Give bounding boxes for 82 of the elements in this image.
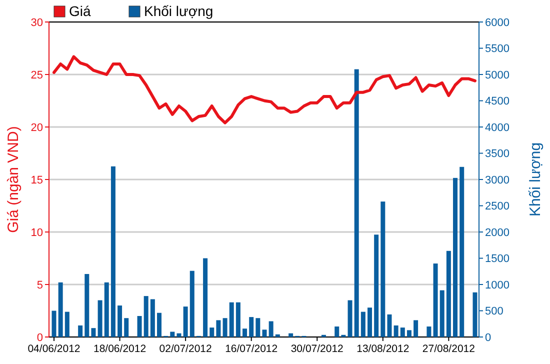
bar [110,166,116,337]
bar [124,318,129,337]
bar [183,306,188,337]
legend-label: Giá [69,3,91,19]
bar [210,328,214,337]
y2-tick-label: 6000 [485,16,510,29]
bar [52,310,56,337]
bar [144,296,148,337]
bar [150,299,155,337]
bar [446,250,451,337]
x-tick-label: 13/08/2012 [356,343,410,355]
bar [249,317,254,337]
bar [118,306,122,337]
bar [104,282,109,337]
y-tick-label: 25 [30,69,43,82]
bar [176,333,182,337]
y-tick-label: 10 [30,226,43,239]
bar [256,318,260,337]
bar [58,282,63,337]
bar [380,202,386,337]
bar [374,234,379,337]
y-tick-label: 30 [30,16,43,29]
y2-tick-label: 1000 [485,279,510,292]
y2-tick-label: 5500 [485,43,510,56]
bar [242,328,248,337]
y2-tick-label: 3500 [485,148,510,160]
y-tick-label: 15 [30,174,43,186]
bar [91,328,96,337]
bar [262,330,267,337]
bar [360,312,366,337]
bar [288,333,294,337]
bar [460,166,464,337]
bar [236,302,240,337]
bar [216,320,221,337]
x-tick-label: 18/06/2012 [94,343,146,355]
x-tick-label: 30/07/2012 [290,343,344,355]
y-tick-label: 20 [30,122,43,134]
line-series [52,55,476,124]
bar [406,330,412,337]
bar [414,320,418,337]
y2-tick-label: 3000 [485,174,510,186]
bar [190,270,194,337]
y2-tick-label: 4500 [485,96,510,108]
bar [334,326,340,337]
y2-tick-label: 4000 [485,122,510,134]
y2-tick-label: 1500 [485,253,510,266]
x-tick-label: 02/07/2012 [159,343,212,355]
y-axis-title: Giá (ngàn VND) [5,126,22,233]
bar [400,328,405,337]
x-tick-label: 27/08/2012 [422,343,476,355]
bar [453,178,458,337]
bar [137,316,142,337]
bar [170,332,175,337]
bar [348,300,352,337]
bar [426,326,432,337]
y2-tick-label: 2500 [485,200,510,213]
y2-tick-label: 0 [485,332,492,344]
legend-label: Khối lượng [144,3,214,19]
bar [222,318,228,337]
bar [203,258,208,337]
bar [368,308,372,337]
bar [78,325,83,337]
bar [394,325,398,337]
x-tick-label: 16/07/2012 [225,343,278,355]
bar [387,314,392,337]
x-tick-label: 04/06/2012 [28,343,80,355]
bar [157,312,162,337]
bar [84,274,90,337]
bar [98,300,102,337]
bar [64,312,70,337]
bar [268,321,274,337]
bar [275,334,280,337]
y-tick-label: 5 [36,279,43,292]
bar [229,302,234,337]
y-tick-label: 0 [36,332,43,344]
y2-axis-title: Khối lượng [527,142,544,217]
y2-tick-label: 500 [485,306,504,318]
y2-tick-label: 5000 [485,69,510,82]
bar [433,264,438,337]
bar [440,290,444,337]
y2-tick-label: 2000 [485,226,510,239]
bar [354,69,359,337]
